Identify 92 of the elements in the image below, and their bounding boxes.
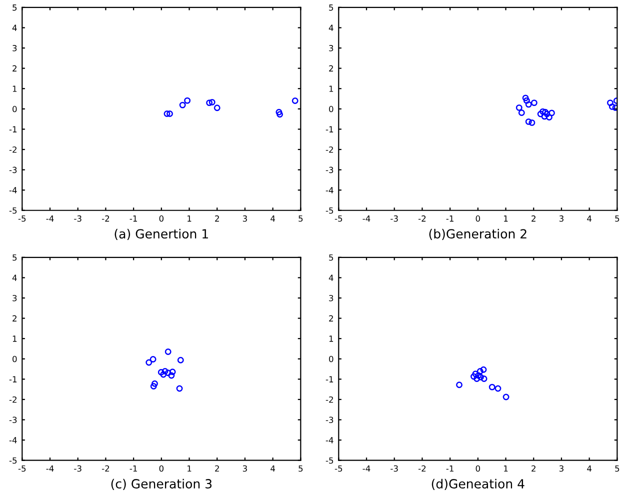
x-tick-label: 2 <box>532 465 536 472</box>
x-tick-label: 1 <box>504 465 508 472</box>
x-tick-label: 3 <box>242 215 247 222</box>
x-tick-label: 0 <box>476 215 480 222</box>
x-tick-label: -3 <box>390 215 398 222</box>
y-tick-label: 3 <box>12 294 17 302</box>
y-tick-label: 1 <box>329 86 334 92</box>
x-tick-label: 5 <box>298 215 303 222</box>
x-tick-label: 0 <box>159 215 164 222</box>
x-tick-label: -1 <box>446 465 454 472</box>
x-tick-label: 0 <box>159 465 164 472</box>
y-tick-label: 3 <box>329 294 334 302</box>
y-tick-label: 0 <box>12 356 17 362</box>
x-tick-label: -4 <box>46 465 54 472</box>
x-tick-label: -4 <box>362 215 370 222</box>
y-tick-label: -4 <box>9 437 17 444</box>
x-tick-label: -3 <box>74 465 82 472</box>
y-tick-label: -3 <box>9 166 17 174</box>
x-tick-label: 4 <box>587 465 592 472</box>
x-axis-title: (c) Generation 3 <box>111 478 212 490</box>
y-tick-label: 5 <box>329 4 334 11</box>
y-tick-label: -2 <box>326 396 333 403</box>
x-tick-label: -5 <box>334 465 342 472</box>
y-tick-label: -5 <box>326 457 334 464</box>
y-tick-label: 1 <box>329 336 334 342</box>
y-tick-label: -3 <box>326 166 334 174</box>
y-tick-label: 2 <box>12 65 16 72</box>
x-tick-label: -2 <box>102 465 110 472</box>
y-tick-label: -3 <box>9 416 17 424</box>
x-tick-label: -3 <box>74 215 82 222</box>
y-tick-label: 5 <box>12 4 17 11</box>
y-tick-label: 3 <box>12 44 17 52</box>
y-tick-label: 0 <box>12 106 17 112</box>
y-tick-label: -5 <box>9 207 17 214</box>
y-tick-label: -1 <box>326 376 334 382</box>
x-tick-label: 1 <box>188 465 192 472</box>
y-tick-label: -3 <box>326 416 334 424</box>
x-axis-title: (b)Generation 2 <box>429 228 526 240</box>
y-tick-label: -1 <box>9 126 17 132</box>
y-tick-label: -5 <box>9 457 17 464</box>
x-tick-label: -2 <box>418 215 426 222</box>
y-tick-label: -4 <box>326 437 334 444</box>
x-tick-label: 1 <box>188 215 192 222</box>
y-tick-label: 0 <box>329 106 334 112</box>
y-tick-label: -1 <box>9 376 17 382</box>
x-tick-label: 4 <box>587 215 592 222</box>
y-tick-label: 2 <box>329 315 333 322</box>
x-tick-label: -5 <box>18 215 26 222</box>
x-tick-label: 0 <box>476 465 480 472</box>
x-axis-title: (d)Geneation 4 <box>432 478 524 490</box>
x-tick-label: 4 <box>270 465 276 472</box>
x-tick-label: 5 <box>615 215 620 222</box>
y-tick-label: -2 <box>326 146 333 153</box>
x-axis-title: (a) Genertion 1 <box>114 228 208 240</box>
x-tick-label: -5 <box>334 215 342 222</box>
y-tick-label: -2 <box>9 396 16 403</box>
y-tick-label: 4 <box>12 274 17 281</box>
y-tick-label: 5 <box>329 254 334 261</box>
x-tick-label: 1 <box>504 215 508 222</box>
x-tick-label: -1 <box>130 465 137 472</box>
x-tick-label: -4 <box>46 215 54 222</box>
y-tick-label: -5 <box>326 207 334 214</box>
y-tick-label: 1 <box>12 86 17 92</box>
x-tick-label: 4 <box>270 215 276 222</box>
x-tick-label: -1 <box>446 215 454 222</box>
y-tick-label: -2 <box>9 146 16 153</box>
y-tick-label: 3 <box>329 44 334 52</box>
x-tick-label: 5 <box>615 465 620 472</box>
y-tick-label: -4 <box>326 187 334 194</box>
y-tick-label: -1 <box>326 126 334 132</box>
y-tick-label: 5 <box>12 254 17 261</box>
x-tick-label: 3 <box>559 465 564 472</box>
y-tick-label: 4 <box>328 24 334 31</box>
y-tick-label: 2 <box>12 315 16 322</box>
x-tick-label: -2 <box>418 465 426 472</box>
y-tick-label: 1 <box>12 336 17 342</box>
x-tick-label: -4 <box>362 465 370 472</box>
x-tick-label: 5 <box>298 465 303 472</box>
x-tick-label: 2 <box>215 215 219 222</box>
y-tick-label: 4 <box>328 274 334 281</box>
y-tick-label: -4 <box>9 187 17 194</box>
y-tick-label: 4 <box>12 24 17 31</box>
x-tick-label: -5 <box>18 465 26 472</box>
x-tick-label: -3 <box>390 465 398 472</box>
y-tick-label: 2 <box>329 65 333 72</box>
y-tick-label: 0 <box>329 356 334 362</box>
x-tick-label: 2 <box>215 465 219 472</box>
x-tick-label: 3 <box>242 465 247 472</box>
x-tick-label: -1 <box>130 215 137 222</box>
x-tick-label: 2 <box>532 215 536 222</box>
x-tick-label: 3 <box>559 215 564 222</box>
x-tick-label: -2 <box>102 215 110 222</box>
